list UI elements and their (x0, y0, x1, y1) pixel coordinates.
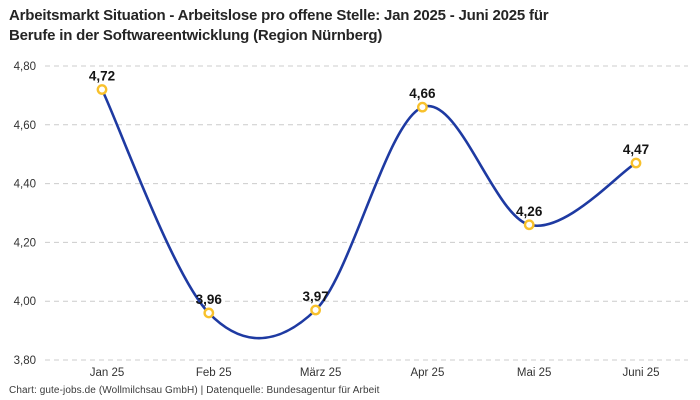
y-axis-tick-label: 4,00 (14, 296, 36, 308)
data-label-layer: 4,72 3,96 3,97 4,66 4,26 4,47 (89, 69, 649, 307)
x-axis-label: Mai 25 (517, 367, 552, 379)
data-point-label: 4,47 (623, 142, 649, 157)
chart-title-line1: Arbeitsmarkt Situation - Arbeitslose pro… (9, 7, 549, 24)
data-point-label: 3,96 (196, 292, 223, 307)
y-axis-tick-label: 4,60 (14, 120, 36, 132)
y-axis: 4,80 4,60 4,40 4,20 4,00 3,80 (14, 61, 36, 367)
x-axis-label: Feb 25 (196, 367, 232, 379)
y-axis-tick-label: 4,80 (14, 61, 36, 73)
data-point-marker (310, 304, 321, 316)
gridlines-layer (45, 65, 688, 361)
x-axis-label: Juni 25 (622, 367, 659, 379)
chart-title-line2: Berufe in der Softwareentwicklung (Regio… (9, 27, 383, 44)
x-axis-label: Apr 25 (410, 367, 444, 379)
y-axis-tick-label: 4,40 (14, 179, 36, 191)
y-axis-tick-label: 3,80 (14, 355, 36, 367)
x-axis-label: Jan 25 (90, 367, 125, 379)
data-point-marker (203, 307, 215, 319)
data-point-marker (416, 101, 428, 113)
x-axis-label: März 25 (300, 367, 342, 379)
data-point-label: 4,72 (89, 69, 115, 84)
x-axis: Jan 25 Feb 25 März 25 Apr 25 Mai 25 Juni 25 (90, 367, 660, 379)
data-point-marker (96, 84, 108, 95)
chart-footer: Chart: gute-jobs.de (Wollmilchsau GmbH) … (9, 385, 380, 396)
data-point-marker (523, 219, 535, 231)
data-point-label: 3,97 (302, 289, 328, 304)
data-point-label: 4,26 (516, 204, 543, 219)
chart-title: Arbeitsmarkt Situation - Arbeitslose pro… (9, 6, 549, 46)
data-point-marker (630, 157, 642, 169)
marker-layer (96, 84, 642, 319)
data-point-label: 4,66 (409, 86, 436, 101)
y-axis-tick-label: 4,20 (14, 237, 36, 249)
